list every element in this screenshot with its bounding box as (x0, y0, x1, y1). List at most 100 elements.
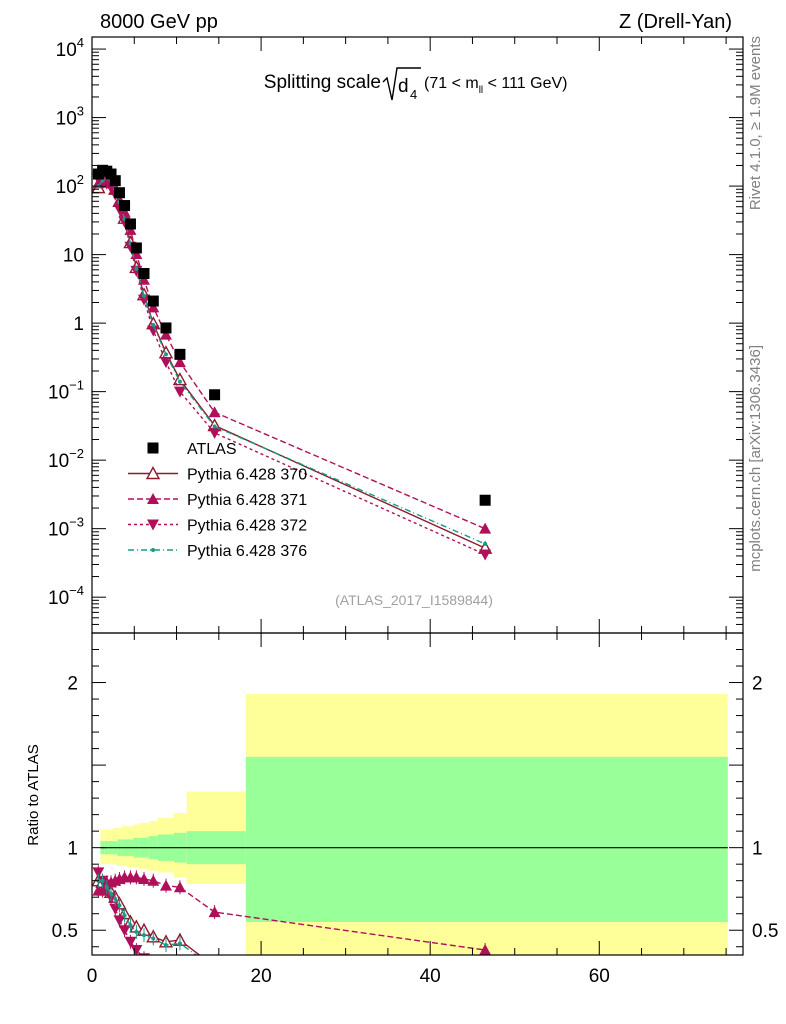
y-tick-base-7: 10 (48, 520, 69, 541)
point-data-6 (119, 200, 131, 212)
title-range: (71 < mll < 111 GeV) (424, 75, 567, 96)
ratio-point-p376-7 (128, 923, 133, 928)
point-data-14 (479, 494, 491, 506)
y-tick-base-8: 10 (48, 588, 69, 609)
rivet-label: Rivet 4.1.0, ≥ 1.9M events (747, 36, 764, 210)
series-p376 (96, 176, 488, 546)
ratio-point-p376-5 (117, 903, 122, 908)
band-inner-13 (245, 756, 728, 922)
ratio-point-p376-11 (163, 943, 168, 948)
y-tick-base-2: 10 (56, 177, 77, 198)
ratio-point-p371-14 (479, 944, 492, 955)
point-p372-9 (137, 294, 150, 306)
ratio-series-p371 (92, 870, 492, 955)
ratio-point-p372-0 (92, 867, 105, 879)
point-data-4 (109, 175, 121, 187)
y-tick-exp-6: −2 (69, 446, 84, 461)
ratio-point-p371-10 (147, 874, 160, 886)
y-tick-exp-8: −4 (69, 583, 84, 598)
point-p376-1 (100, 178, 105, 183)
ratio-point-p370-14 (479, 974, 491, 985)
point-data-11 (160, 322, 172, 334)
ratio-point-p372-14 (479, 983, 491, 994)
x-tick-label-0: 0 (87, 966, 98, 987)
legend-label-p370: Pythia 6.428 370 (187, 467, 307, 484)
y-tick-exp-7: −3 (69, 515, 84, 530)
main-plot-area (92, 164, 493, 561)
y-tick-label-7: 10−3 (48, 515, 84, 541)
legend-label-p372: Pythia 6.428 372 (187, 518, 307, 535)
ratio-point-p376-12 (177, 941, 182, 946)
legend-marker-p371 (147, 493, 159, 504)
ratio-point-p371-13 (208, 906, 221, 918)
x-tick-label-1: 20 (251, 966, 272, 987)
y-tick-base-5: 10 (48, 383, 69, 404)
ratio-point-p372-12 (174, 973, 186, 984)
legend-label-data: ATLAS (187, 441, 237, 458)
legend-marker-p376 (151, 548, 155, 552)
ratio-tick-label-right-2: 2 (752, 674, 763, 695)
series-line-p376 (97, 177, 486, 545)
x-axis: 0 20 40 60 (87, 37, 727, 987)
y-tick-label-4: 1 (73, 314, 84, 335)
ratio-tick-label-right-0: 0.5 (752, 921, 778, 942)
ratio-point-p372-8 (130, 945, 143, 955)
point-data-8 (130, 242, 142, 254)
y-tick-label-6: 10−2 (48, 446, 84, 472)
header-energy: 8000 GeV pp (100, 11, 218, 33)
point-data-7 (124, 218, 136, 230)
ratio-point-p376-14 (483, 978, 487, 982)
point-p376-11 (163, 352, 168, 357)
sqrt-sign (382, 67, 421, 101)
y-tick-label-0: 104 (56, 35, 84, 61)
ratio-point-p371-9 (137, 873, 150, 885)
point-data-5 (113, 187, 125, 199)
title-range-sub: ll (479, 85, 483, 96)
ratio-point-p372-10 (147, 960, 159, 971)
point-p371-10 (147, 301, 160, 313)
point-p376-14 (483, 541, 488, 546)
point-p376-12 (177, 379, 182, 384)
legend: ATLAS Pythia 6.428 370 Pythia 6.428 371 Pyt… (128, 441, 307, 560)
point-data-12 (174, 348, 186, 360)
ratio-point-p376-3 (109, 891, 114, 896)
point-p372-13 (208, 427, 221, 439)
x-tick-label-3: 60 (589, 966, 610, 987)
ratio-tick-label-right-1: 1 (752, 839, 763, 860)
point-p376-8 (134, 266, 139, 271)
ratio-tick-label-left-0: 0.5 (52, 921, 78, 942)
ratio-point-p376-6 (122, 913, 127, 918)
plot-title: Splitting scale d 4 (71 < mll < 111 GeV) (264, 67, 567, 102)
ratio-tick-label-left-1: 1 (67, 839, 78, 860)
title-symbol: d (398, 76, 409, 97)
ratio-point-p372-11 (160, 968, 172, 979)
legend-marker-data (147, 442, 159, 454)
ratio-frame (91, 632, 744, 956)
ratio-axis-label: Ratio to ATLAS (25, 744, 42, 845)
point-p371-14 (479, 522, 492, 534)
header-process: Z (Drell-Yan) (619, 11, 732, 33)
point-p376-13 (212, 424, 217, 429)
ratio-point-p376-10 (151, 936, 156, 941)
point-p376-9 (141, 293, 146, 298)
y-tick-base-6: 10 (48, 451, 69, 472)
ratio-point-p371-12 (173, 881, 186, 893)
ratio-point-p376-13 (213, 966, 217, 970)
legend-marker-p372 (147, 519, 159, 531)
point-p370-12 (172, 372, 188, 386)
y-tick-label-8: 10−4 (48, 583, 84, 609)
point-data-9 (138, 267, 150, 279)
ratio-plot-area (92, 865, 492, 994)
y-tick-label-5: 10−1 (48, 378, 84, 404)
legend-marker-p370 (145, 466, 161, 480)
ratio-point-p376-2 (104, 885, 109, 890)
y-tick-exp-2: 2 (77, 172, 84, 187)
ratio-point-p370-13 (209, 961, 221, 972)
point-p371-13 (208, 406, 221, 418)
point-data-10 (147, 295, 159, 307)
point-p371-11 (159, 328, 172, 340)
y-tick-exp-5: −1 (69, 378, 84, 393)
legend-label-p371: Pythia 6.428 371 (187, 492, 307, 509)
point-p372-12 (173, 386, 186, 398)
